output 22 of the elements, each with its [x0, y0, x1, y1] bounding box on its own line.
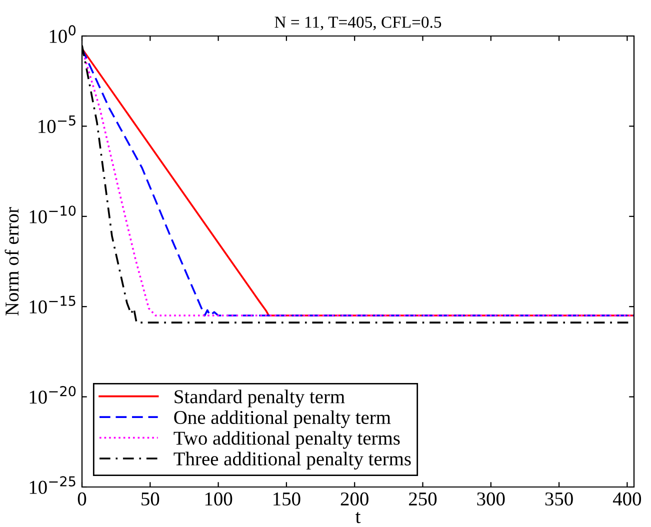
x-tick-label: 150 [274, 492, 300, 506]
legend-label: One additional penalty term [174, 410, 391, 428]
x-tick-label: 200 [340, 492, 368, 506]
y-tick-label: 10$^{0}$ [50, 25, 76, 43]
y-tick-label: 10$^{−15}$ [30, 296, 76, 314]
x-tick-label: 100 [205, 492, 232, 506]
chart-title: N = 11, T=405, CFL=0.5 [274, 16, 442, 30]
y-tick-label: 10$^{−25}$ [30, 476, 76, 494]
x-tick-label: 250 [409, 492, 437, 506]
legend-label: Three additional penalty terms [174, 452, 411, 470]
legend-label: Standard penalty term [174, 390, 345, 408]
y-tick-label: 10$^{−5}$ [38, 115, 76, 134]
legend-label: Two additional penalty terms [174, 431, 400, 449]
x-tick-label: 400 [612, 492, 642, 506]
y-tick-label: 10$^{−20}$ [30, 386, 76, 404]
x-tick-label: 350 [545, 492, 573, 506]
x-tick-label: 0 [78, 492, 86, 506]
y-tick-label: 10$^{−10}$ [30, 206, 76, 224]
x-tick-label: 50 [142, 492, 160, 506]
x-tick-label: 300 [477, 492, 505, 506]
y-axis-title: Norm of error [4, 207, 19, 316]
x-axis-title: t [355, 512, 361, 524]
